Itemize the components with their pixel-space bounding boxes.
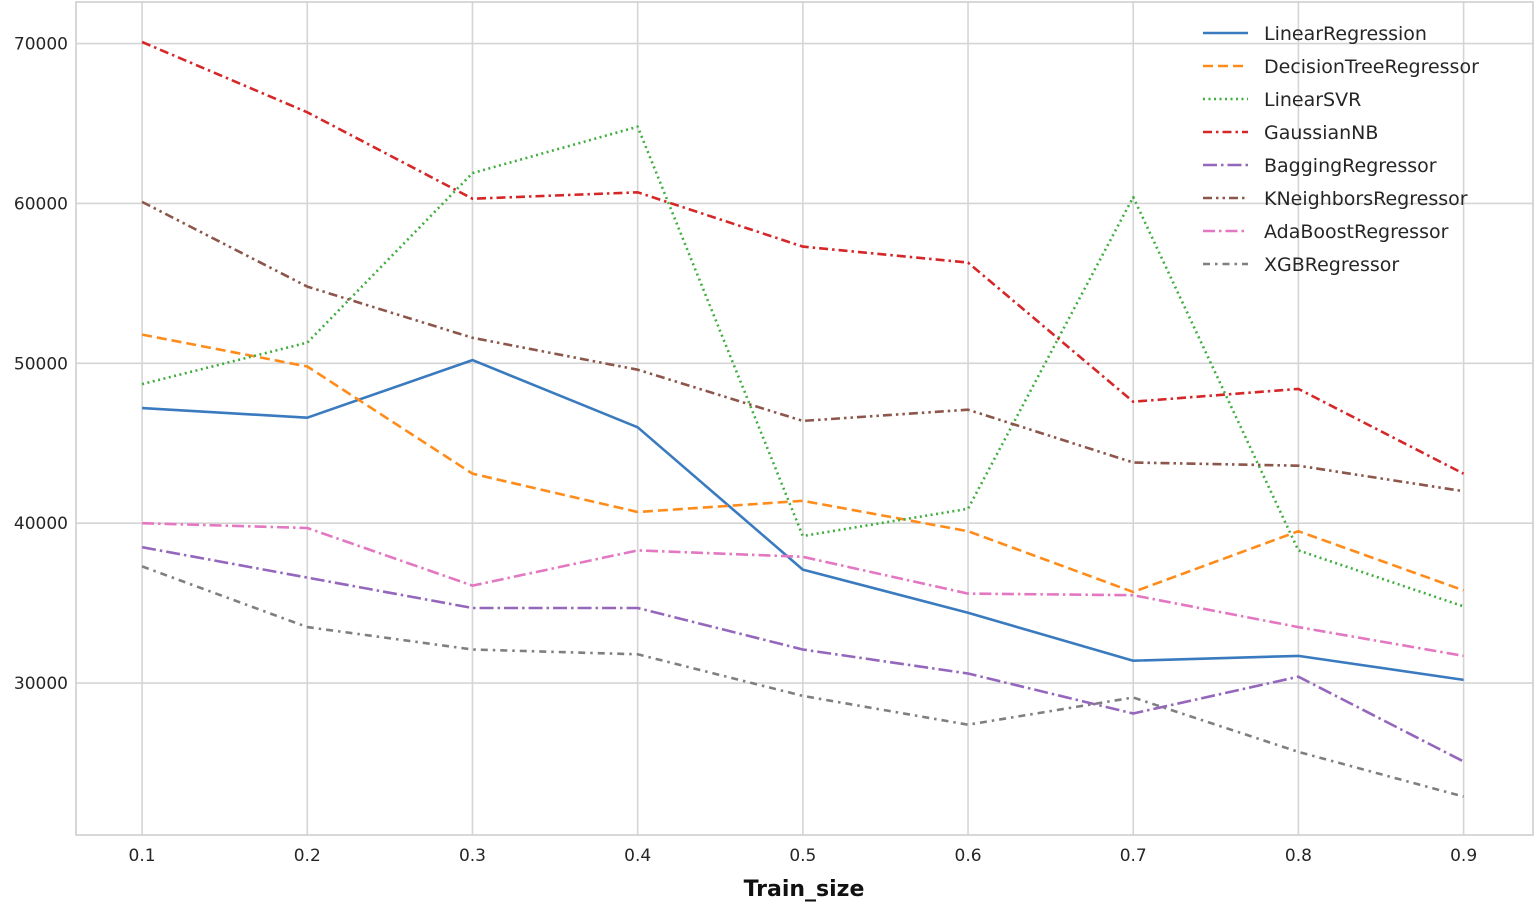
legend-label-gaussiannb: GaussianNB [1264,122,1378,144]
x-axis-title: Train_size [744,877,865,902]
legend-label-adaboostregressor: AdaBoostRegressor [1264,221,1449,243]
x-tick-label: 0.1 [129,846,156,866]
legend-label-kneighborsregressor: KNeighborsRegressor [1264,188,1468,210]
series-lines [141,40,1465,798]
legend-label-decisiontreeregressor: DecisionTreeRegressor [1264,56,1479,78]
legend-label-linearregression: LinearRegression [1264,23,1427,45]
series-line-gaussiannb [141,40,1465,475]
plot-area-frame [75,1,1534,836]
x-tick-label: 0.3 [459,846,486,866]
grid [76,2,1533,835]
x-tick-label: 0.7 [1120,846,1147,866]
series-line-linearsvr [141,125,1465,608]
series-line-decisiontreeregressor [141,333,1465,594]
x-tick-label: 0.9 [1450,846,1477,866]
legend-label-linearsvr: LinearSVR [1264,89,1361,111]
x-tick-label: 0.5 [789,846,816,866]
series-line-baggingregressor [141,545,1465,763]
axis-ticks: 0.1 0.2 0.3 0.4 0.5 0.6 0.7 0.8 0.9 30000 40000 500… [14,35,1477,866]
legend-label-baggingregressor: BaggingRegressor [1264,155,1437,177]
x-tick-label: 0.8 [1285,846,1312,866]
series-line-kneighborsregressor [141,200,1464,493]
series-line-adaboostregressor [142,521,1464,658]
x-tick-label: 0.6 [955,846,982,866]
x-tick-label: 0.2 [294,846,321,866]
legend: LinearRegression DecisionTreeRegressor Lin… [1203,23,1479,276]
y-tick-label: 70000 [14,35,68,55]
legend-label-xgbregressor: XGBRegressor [1264,254,1399,276]
y-tick-label: 60000 [14,194,68,214]
y-tick-label: 30000 [14,674,68,694]
x-tick-label: 0.4 [624,846,651,866]
series-line-linearregression [142,358,1464,682]
y-tick-label: 40000 [14,514,68,534]
y-tick-label: 50000 [14,354,68,374]
